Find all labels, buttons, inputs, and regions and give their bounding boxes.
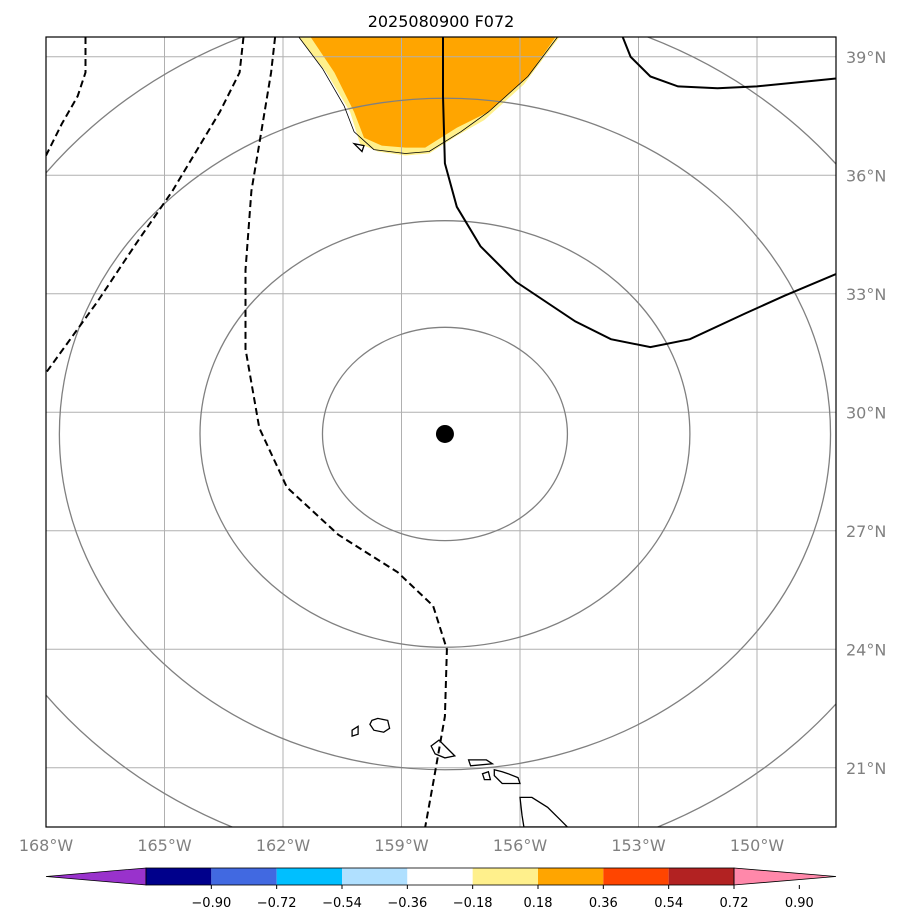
colorbar-outline <box>145 867 735 886</box>
colorbar-tick-label: 0.90 <box>785 896 814 911</box>
storm-center-marker <box>435 424 454 443</box>
latitude-label: 21°N <box>846 759 886 778</box>
longitude-label: 165°W <box>137 836 192 855</box>
latitude-label: 24°N <box>846 640 886 659</box>
latitude-labels: 21°N 24°N 27°N 30°N 33°N 36°N 39°N <box>846 48 886 778</box>
latitude-label: 36°N <box>846 166 886 185</box>
coastline <box>430 739 457 759</box>
coastline <box>493 768 521 785</box>
map-title: 2025080900 F072 <box>368 12 515 31</box>
longitude-label: 162°W <box>256 836 311 855</box>
coastline <box>352 142 365 153</box>
coastline <box>467 759 495 767</box>
latitude-label: 33°N <box>846 285 886 304</box>
shaded-region-inner <box>310 37 556 148</box>
colorbar-tick-label: −0.18 <box>453 896 493 911</box>
colorbar-tick-label: 0.54 <box>654 896 683 911</box>
colorbar <box>45 867 837 886</box>
longitude-label: 156°W <box>493 836 548 855</box>
colorbar-tick-label: 0.18 <box>524 896 553 911</box>
map-area <box>46 37 836 827</box>
colorbar-extend-low <box>45 867 147 886</box>
colorbar-segment <box>538 868 604 885</box>
coastline <box>298 37 558 154</box>
range-ring <box>199 220 691 648</box>
coastline <box>481 770 492 781</box>
longitude-label: 150°W <box>730 836 785 855</box>
longitude-label: 153°W <box>611 836 666 855</box>
shaded-field-layer <box>298 37 560 156</box>
coastline <box>369 717 391 733</box>
colorbar-segment <box>668 868 734 885</box>
coastline <box>351 725 359 737</box>
range-ring <box>321 326 569 542</box>
colorbar-tick-label: −0.54 <box>322 896 362 911</box>
colorbar-tick-label: −0.90 <box>191 896 231 911</box>
colorbar-tick-label: −0.72 <box>257 896 297 911</box>
colorbar-segment <box>603 868 669 885</box>
colorbar-segment <box>472 868 538 885</box>
latitude-label: 30°N <box>846 403 886 422</box>
map-frame <box>45 36 837 828</box>
solid-contour <box>621 37 836 90</box>
colorbar-tick-labels: −0.90 −0.72 −0.54 −0.36 −0.18 0.18 0.36 0.54 0.7… <box>191 885 814 911</box>
dashed-contour <box>46 37 87 156</box>
longitude-label: 168°W <box>19 836 74 855</box>
colorbar-segment <box>342 868 408 885</box>
colorbar-segment <box>276 868 342 885</box>
longitude-labels: 168°W 165°W 162°W 159°W 156°W 153°W 150°W <box>19 836 785 855</box>
colorbar-segment <box>407 868 473 885</box>
coastline <box>519 796 569 827</box>
dashed-contour <box>46 37 245 374</box>
coastlines <box>298 37 569 827</box>
range-rings <box>46 37 836 827</box>
longitude-label: 159°W <box>374 836 429 855</box>
colorbar-extend-high <box>733 867 837 886</box>
gridlines <box>46 37 836 827</box>
colorbar-tick-label: −0.36 <box>387 896 427 911</box>
colorbar-segment <box>211 868 277 885</box>
colorbar-tick-label: 0.36 <box>589 896 618 911</box>
colorbar-segment <box>146 868 212 885</box>
latitude-label: 39°N <box>846 48 886 67</box>
latitude-label: 27°N <box>846 522 886 541</box>
solid-contour <box>442 37 836 349</box>
colorbar-tick-label: 0.72 <box>720 896 749 911</box>
contour-lines <box>46 37 836 827</box>
range-ring <box>58 97 832 771</box>
dashed-contour <box>244 37 448 827</box>
